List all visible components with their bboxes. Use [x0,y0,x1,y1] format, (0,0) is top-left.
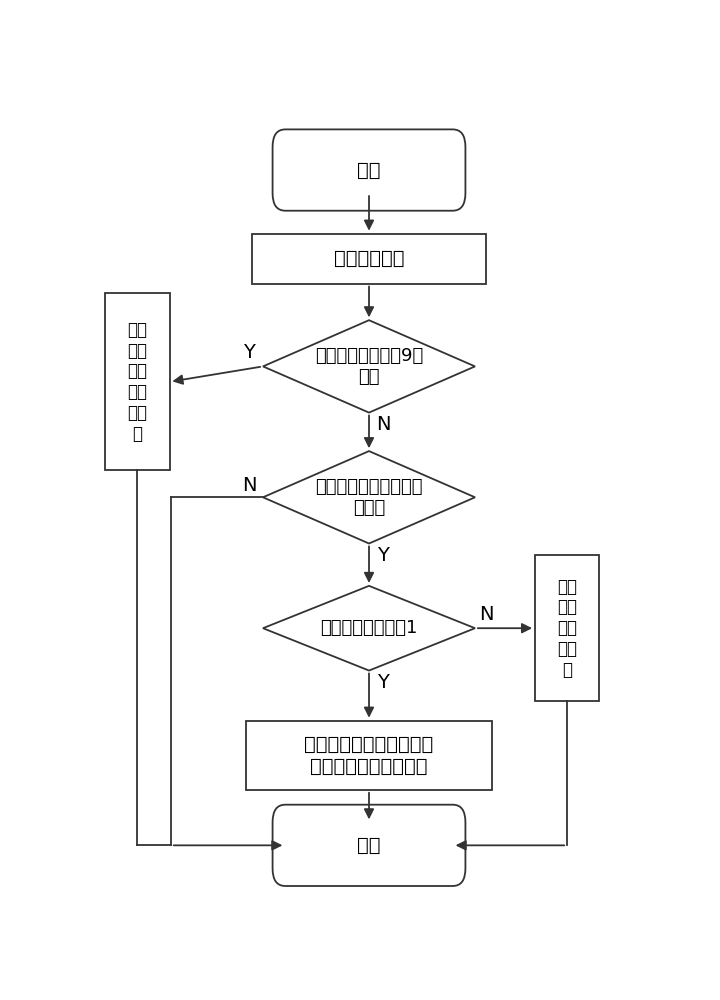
Polygon shape [263,320,475,413]
Text: 接收到信息包: 接收到信息包 [334,249,404,268]
Bar [535,555,599,701]
Polygon shape [263,586,475,671]
Text: 判断信息包是否来9号
节点: 判断信息包是否来9号 节点 [315,347,423,386]
Text: 开始: 开始 [357,161,381,180]
Bar [252,234,486,284]
Text: 读取
自身
时钟
参数
并汇
报: 读取 自身 时钟 参数 并汇 报 [127,321,148,443]
Text: 斜率是否更接近于1: 斜率是否更接近于1 [320,619,418,637]
Polygon shape [263,451,475,544]
Text: Y: Y [377,546,389,565]
Bar [246,721,492,790]
Text: N: N [376,415,390,434]
FancyBboxPatch shape [273,129,465,211]
Text: 判断信息包是否来自邻
居节点: 判断信息包是否来自邻 居节点 [315,478,423,517]
Bar [105,293,169,470]
Text: N: N [242,476,256,495]
Text: Y: Y [377,673,389,692]
Text: Y: Y [243,343,255,362]
Text: 存储
该节
点时
钟信
息: 存储 该节 点时 钟信 息 [557,578,577,679]
Text: 结束: 结束 [357,836,381,855]
Text: N: N [479,605,493,624]
FancyBboxPatch shape [273,805,465,886]
Text: 根据协议修改自身时钟参
数，同时调整存储信息: 根据协议修改自身时钟参 数，同时调整存储信息 [305,735,433,776]
